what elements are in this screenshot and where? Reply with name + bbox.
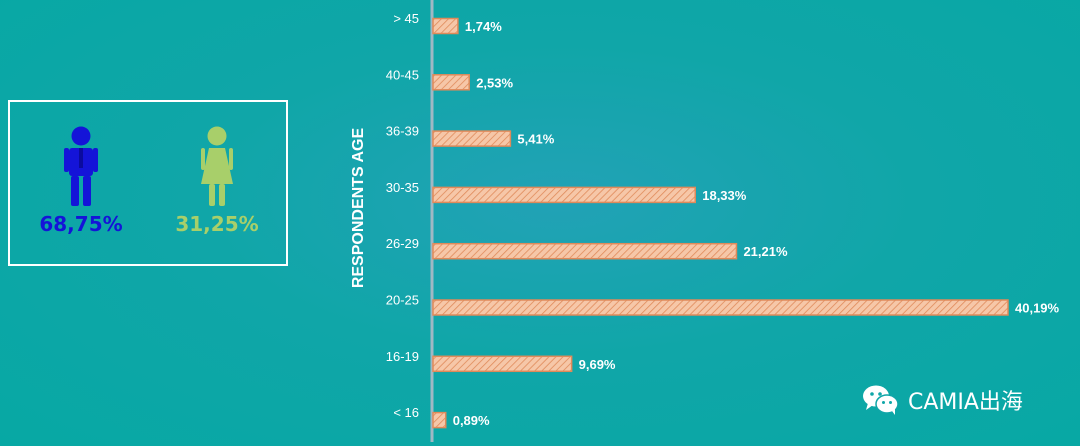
wechat-icon (863, 385, 899, 415)
gender-male: 68,75% (26, 126, 136, 236)
y-tick-label: 30-35 (386, 180, 419, 195)
data-label: 21,21% (743, 244, 788, 259)
y-tick-label: 16-19 (386, 349, 419, 364)
gender-female: 31,25% (162, 126, 272, 236)
bar (432, 355, 573, 373)
watermark: CAMIA出海 (862, 384, 1023, 416)
bar (432, 299, 1009, 316)
bar (432, 74, 470, 91)
female-person-icon (201, 126, 233, 206)
bar (432, 242, 738, 260)
data-label: 9,69% (579, 357, 616, 372)
bar (432, 411, 447, 429)
watermark-text: CAMIA出海 (908, 390, 1023, 415)
y-tick-label: 20-25 (386, 293, 419, 308)
bar (432, 17, 459, 35)
data-label: 2,53% (476, 75, 513, 90)
data-label: 5,41% (517, 132, 554, 147)
bar (432, 186, 696, 204)
male-person-icon (64, 126, 98, 206)
gender-panel: 68,75% 31,25% (8, 100, 288, 266)
bar (432, 130, 512, 147)
data-label: 1,74% (465, 19, 502, 34)
y-tick-label: < 16 (393, 405, 419, 420)
male-percent: 68,75% (39, 212, 123, 236)
y-tick-label: 40-45 (386, 67, 419, 82)
data-label: 40,19% (1015, 301, 1060, 316)
data-label: 18,33% (702, 188, 747, 203)
data-label: 0,89% (453, 413, 490, 428)
female-percent: 31,25% (175, 212, 259, 236)
y-tick-label: 26-29 (386, 236, 419, 251)
y-tick-label: 36-39 (386, 124, 419, 139)
y-tick-label: > 45 (393, 11, 419, 26)
